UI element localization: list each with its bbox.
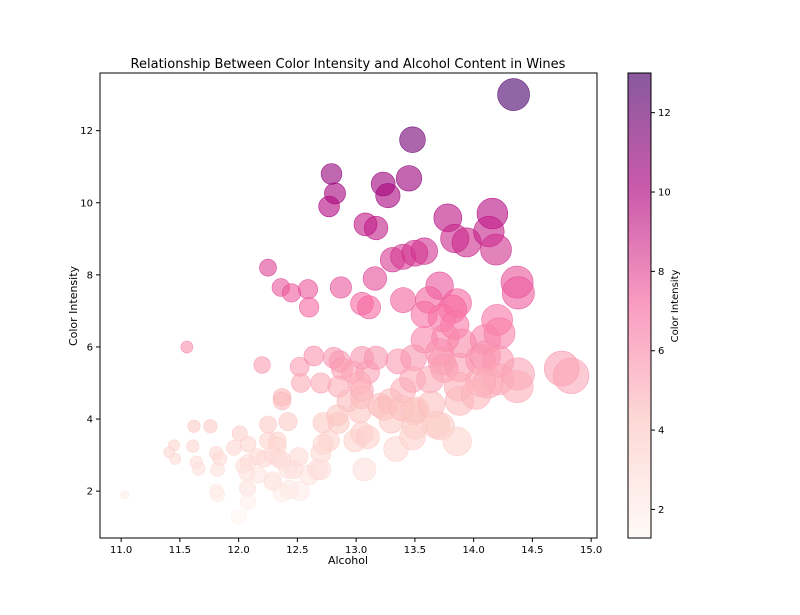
scatter-point (310, 372, 332, 394)
scatter-point (364, 345, 389, 370)
y-axis-label: Color Intensity (67, 265, 80, 346)
scatter-point (291, 373, 311, 393)
scatter-point (460, 379, 492, 410)
scatter-point (399, 126, 426, 153)
colorbar-gradient (627, 72, 652, 539)
x-axis-label: Alcohol (328, 554, 368, 567)
x-tick-label: 14.5 (521, 545, 543, 556)
scatter-point (259, 415, 277, 434)
colorbar-tick-label: 2 (658, 505, 664, 516)
scatter-points (120, 78, 590, 525)
scatter-point (281, 283, 301, 303)
scatter-point (272, 391, 292, 411)
scatter-point (357, 295, 382, 320)
scatter-point (500, 370, 534, 404)
scatter-point (320, 163, 343, 185)
scatter-point (180, 340, 194, 354)
scatter-point (318, 195, 340, 218)
x-tick-label: 14.0 (462, 545, 484, 556)
scatter-point (226, 440, 242, 456)
scatter-point (299, 297, 320, 318)
scatter-point (239, 493, 257, 511)
scatter-point (480, 233, 512, 266)
scatter-point (375, 183, 401, 209)
scatter-point (253, 356, 271, 374)
scatter-point (279, 479, 299, 499)
x-tick-label: 12.0 (228, 545, 250, 556)
y-tick-label: 6 (87, 342, 93, 353)
scatter-point (310, 459, 332, 480)
x-tick-label: 13.5 (404, 545, 426, 556)
scatter-point (553, 357, 590, 394)
scatter-point (297, 279, 318, 300)
scatter-point (501, 276, 535, 310)
x-tick-label: 12.5 (286, 545, 308, 556)
scatter-point (187, 419, 201, 433)
scatter-point (230, 509, 247, 525)
x-tick-label: 13.0 (345, 545, 367, 556)
y-tick-label: 8 (87, 270, 93, 281)
y-tick-label: 12 (80, 126, 93, 137)
scatter-point (120, 490, 130, 500)
x-tick-label: 11.0 (110, 545, 132, 556)
scatter-point (497, 78, 530, 111)
scatter-point (186, 439, 200, 453)
y-tick-label: 4 (87, 415, 93, 426)
scatter-point (364, 215, 389, 241)
colorbar-label: Color Intensity (670, 270, 681, 343)
colorbar: 2 4 6 8 10 12 Color Intensity (627, 72, 681, 539)
x-axis: 11.0 11.5 12.0 12.5 13.0 13.5 14.0 14.5 15.0 (110, 538, 602, 556)
scatter-point (303, 345, 324, 367)
y-axis: 2 4 6 8 10 12 (80, 126, 100, 498)
scatter-point (383, 436, 409, 462)
scatter-point (192, 462, 206, 476)
scatter-point (239, 436, 257, 453)
colorbar-tick-label: 6 (658, 346, 664, 357)
colorbar-ticks: 2 4 6 8 10 12 (651, 108, 671, 516)
scatter-point (362, 266, 388, 291)
y-tick-label: 2 (87, 487, 93, 498)
scatter-point (352, 457, 377, 482)
colorbar-tick-label: 4 (658, 426, 664, 437)
colorbar-tick-label: 8 (658, 267, 664, 278)
scatter-point (263, 473, 282, 492)
scatter-point (169, 452, 182, 465)
scatter-point (210, 462, 225, 477)
scatter-point (203, 419, 218, 434)
scatter-point (231, 425, 248, 442)
scatter-point (278, 412, 298, 432)
scatter-point (259, 258, 277, 277)
y-tick-label: 10 (80, 198, 93, 209)
x-tick-label: 15.0 (580, 545, 602, 556)
colorbar-tick-label: 10 (658, 188, 671, 199)
scatter-point (210, 487, 225, 503)
plot-frame (99, 72, 598, 539)
scatter-point (410, 237, 438, 265)
x-tick-label: 11.5 (169, 545, 191, 556)
chart-title: Relationship Between Color Intensity and… (131, 57, 566, 72)
scatter-point (329, 276, 352, 299)
scatter-point (327, 411, 350, 434)
scatter-point (288, 447, 309, 467)
scatter-point (442, 426, 472, 457)
scatter-point (355, 425, 380, 450)
scatter-point (395, 165, 423, 192)
colorbar-tick-label: 12 (658, 108, 671, 119)
scatter-point (416, 365, 445, 394)
